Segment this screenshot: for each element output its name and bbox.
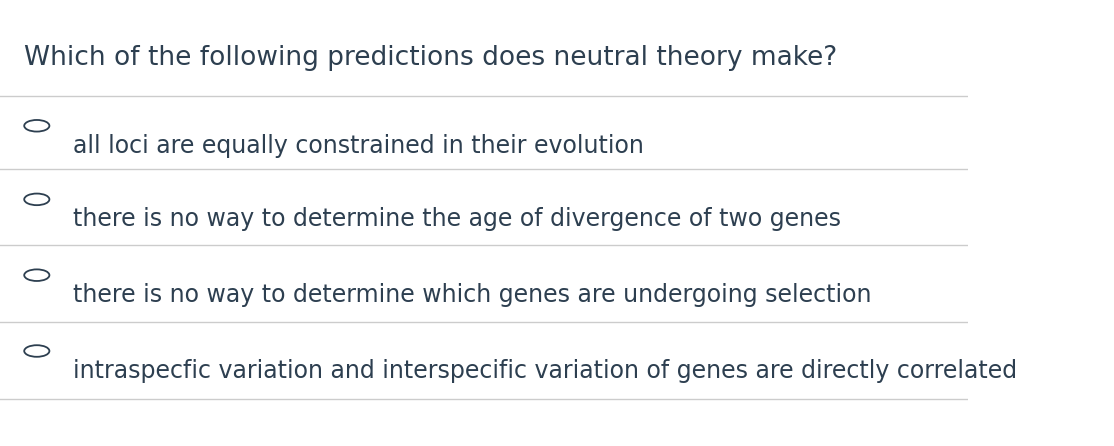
Text: there is no way to determine which genes are undergoing selection: there is no way to determine which genes… [72,283,871,307]
Text: all loci are equally constrained in their evolution: all loci are equally constrained in thei… [72,134,644,158]
Text: there is no way to determine the age of divergence of two genes: there is no way to determine the age of … [72,207,841,231]
Text: Which of the following predictions does neutral theory make?: Which of the following predictions does … [25,45,838,70]
Text: intraspecfic variation and interspecific variation of genes are directly correla: intraspecfic variation and interspecific… [72,359,1017,383]
